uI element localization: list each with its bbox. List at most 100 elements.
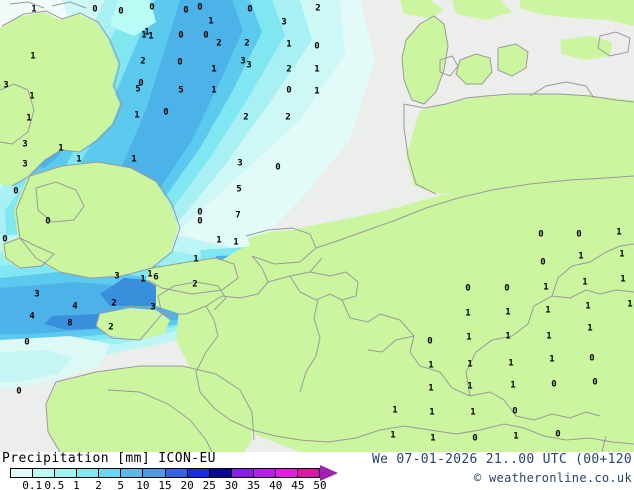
precip-value-label: 0 <box>197 207 203 218</box>
precip-value-label: 0 <box>183 5 189 16</box>
precip-value-label: 1 <box>428 360 434 371</box>
landmass-layer <box>0 0 634 452</box>
precip-value-label: 1 <box>31 4 37 15</box>
precip-value-label: 0 <box>576 229 582 240</box>
precip-value-label: 0 <box>138 78 144 89</box>
precip-value-label: 0 <box>314 41 320 52</box>
copyright-notice: © weatheronline.co.uk <box>473 471 632 485</box>
precip-value-label: 1 <box>620 274 626 285</box>
precip-value-label: 1 <box>549 354 555 365</box>
precip-value-label: 1 <box>582 277 588 288</box>
precip-value-label: 3 <box>22 139 28 150</box>
precip-value-label: 1 <box>216 235 222 246</box>
precip-value-label: 1 <box>193 254 199 265</box>
color-scale-segment <box>76 469 99 477</box>
precip-value-label: 1 <box>466 332 472 343</box>
precip-value-label: 1 <box>144 27 150 38</box>
map-canvas <box>0 0 634 452</box>
precip-value-label: 2 <box>111 298 117 309</box>
color-scale-tick-label: 0.5 <box>44 479 65 490</box>
color-scale-segment <box>11 469 33 477</box>
color-scale-tick-label: 2 <box>95 479 102 490</box>
color-scale-tick-label: 15 <box>158 479 172 490</box>
precip-value-label: 1 <box>505 307 511 318</box>
color-scale-segment <box>208 469 231 477</box>
color-scale-tick-label: 50 <box>313 479 327 490</box>
precip-value-label: 2 <box>244 38 250 49</box>
precip-value-label: 1 <box>233 237 239 248</box>
coastline-layer <box>0 1 634 452</box>
precip-value-label: 1 <box>429 407 435 418</box>
precip-value-label: 0 <box>427 336 433 347</box>
precip-value-label: 1 <box>585 301 591 312</box>
precip-value-label: 0 <box>197 216 203 227</box>
precip-value-label: 0 <box>589 353 595 364</box>
precip-value-label: 0 <box>286 85 292 96</box>
color-scale-tick-label: 30 <box>224 479 239 490</box>
precip-value-label: 0 <box>465 283 471 294</box>
color-scale-segment <box>186 469 209 477</box>
precip-value-label: 1 <box>148 31 154 42</box>
color-scale-tick-label: 1 <box>73 479 80 490</box>
color-scale-segment <box>98 469 121 477</box>
precip-value-label: 1 <box>76 154 82 165</box>
color-scale-bar <box>10 468 320 478</box>
precip-value-label: 1 <box>140 274 146 285</box>
precip-value-label: 1 <box>546 331 552 342</box>
precip-value-label: 0 <box>178 30 184 41</box>
precip-value-label: 0 <box>540 257 546 268</box>
precip-value-label: 1 <box>545 305 551 316</box>
precip-value-label: 1 <box>211 64 217 75</box>
color-scale-tick-label: 40 <box>269 479 283 490</box>
precip-value-label: 7 <box>235 210 241 221</box>
precip-value-label: 2 <box>243 112 249 123</box>
forecast-timestamp: We 07-01-2026 21..00 UTC (00+120 <box>371 452 632 467</box>
precip-value-label: 1 <box>465 308 471 319</box>
precip-value-label: 3 <box>240 56 246 67</box>
precip-value-label: 0 <box>45 216 51 227</box>
color-scale-segment <box>252 469 275 477</box>
color-scale-segment <box>274 469 298 477</box>
precip-value-label: 0 <box>92 4 98 15</box>
precip-value-label: 2 <box>286 64 292 75</box>
precip-value-label: 1 <box>58 143 64 154</box>
legend-title: Precipitation [mm] ICON-EU <box>2 451 216 466</box>
precip-value-label: 1 <box>428 383 434 394</box>
color-scale-tick-label: 35 <box>246 479 261 490</box>
precip-value-label: 1 <box>134 110 140 121</box>
color-scale-overflow-arrow <box>320 465 338 481</box>
precip-value-label: 1 <box>587 323 593 334</box>
precip-value-label: 6 <box>153 272 159 283</box>
precip-value-label: 1 <box>30 51 36 62</box>
precip-value-label: 1 <box>513 431 519 442</box>
color-scale-tick-label: 0.1 <box>22 479 43 490</box>
precip-value-label: 1 <box>286 39 292 50</box>
precip-value-label: 0 <box>551 379 557 390</box>
precip-value-label: 3 <box>34 289 40 300</box>
color-scale-tick-label: 45 <box>291 479 305 490</box>
precip-value-label: 1 <box>141 30 147 41</box>
precip-value-label: 1 <box>430 433 436 444</box>
color-scale-segment <box>120 469 143 477</box>
precip-value-label: 1 <box>314 64 320 75</box>
color-scale-ticks: 0.1 0.5 1 2 5 10 15 20 25 30 35 40 45 50 <box>0 479 334 490</box>
color-scale-segment <box>164 469 187 477</box>
precip-value-label: 3 <box>246 60 252 71</box>
precip-value-label: 3 <box>3 80 9 91</box>
precip-value-label: 4 <box>72 301 78 312</box>
precip-value-label: 0 <box>472 433 478 444</box>
precip-value-label: 5 <box>236 184 242 195</box>
color-scale-segment <box>297 469 320 477</box>
precip-value-label: 2 <box>216 38 222 49</box>
color-scale-tick-label: 5 <box>117 479 125 490</box>
precip-value-label: 1 <box>208 16 214 27</box>
precip-value-label: 1 <box>508 358 514 369</box>
precip-value-label: 0 <box>504 283 510 294</box>
precip-value-label: 0 <box>538 229 544 240</box>
precip-value-label: 0 <box>118 6 124 17</box>
precip-value-label: 0 <box>13 186 19 197</box>
precip-value-label: 2 <box>140 56 146 67</box>
precip-value-label: 4 <box>29 311 35 322</box>
precip-value-label: 1 <box>619 249 625 260</box>
